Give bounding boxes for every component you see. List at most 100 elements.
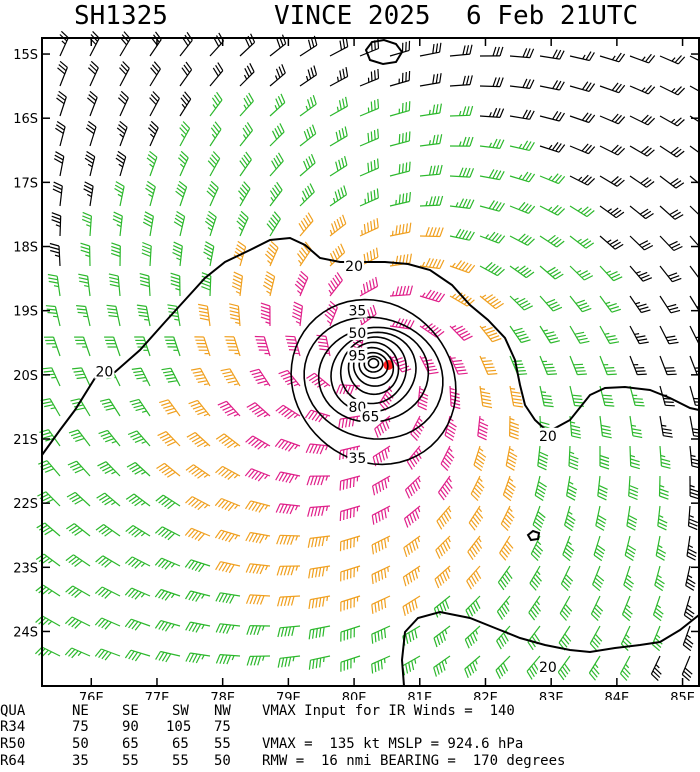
wind-barb-91: [146, 150, 158, 177]
wind-barb-121: [389, 192, 411, 207]
lat-tick-label-3: 18S: [13, 241, 38, 256]
wind-barb-275: [374, 415, 391, 438]
wind-barb-130: [659, 205, 684, 220]
wind-barb-122: [419, 195, 444, 207]
wind-barb-156: [111, 242, 121, 267]
plot-frame: [41, 37, 700, 687]
wind-barb-444: [155, 650, 181, 663]
wind-barb-26: [179, 61, 193, 87]
wind-barb-339: [307, 505, 331, 517]
r64-nw: 50: [214, 753, 231, 769]
wind-barb-254: [417, 385, 429, 411]
wind-barb-288: [98, 429, 121, 447]
wind-barb-201: [136, 304, 151, 327]
wind-barb-322: [470, 475, 485, 502]
wind-barb-331: [66, 491, 91, 507]
wind-barb-19: [629, 53, 656, 64]
vmax-input-note: VMAX Input for IR Winds = 140: [262, 703, 515, 719]
wind-barb-261: [629, 385, 645, 407]
wind-barb-458: [588, 655, 601, 681]
wind-barb-118: [299, 183, 315, 207]
wind-barb-452: [402, 655, 421, 676]
lon-tick-label-0: 76E: [79, 691, 104, 700]
wind-contour-9: [367, 357, 380, 369]
wind-barb-387: [434, 565, 451, 589]
wind-barb-327: [628, 475, 639, 501]
lat-tick-label-9: 24S: [13, 626, 38, 641]
wind-contour-7: [358, 351, 389, 379]
wind-barb-396: [35, 584, 61, 597]
wind-barb-295: [305, 443, 331, 455]
wind-barb-317: [306, 475, 331, 486]
wind-barb-95: [269, 152, 284, 177]
wind-barb-442: [94, 648, 121, 661]
storm-name-year: VINCE 2025: [274, 1, 431, 31]
wind-barb-29: [269, 64, 286, 87]
wind-barb-441: [64, 647, 91, 659]
wind-barb-413: [559, 595, 573, 621]
wind-barb-389: [497, 565, 513, 591]
r50-sw: 65: [172, 736, 189, 752]
wind-barb-238: [599, 355, 617, 376]
wind-barbs-layer: [34, 30, 700, 682]
wind-barb-24: [119, 61, 130, 87]
wind-barb-126: [539, 204, 566, 216]
r64-label: R64: [0, 753, 26, 769]
wind-barb-324: [534, 475, 547, 502]
wind-barb-189: [449, 292, 475, 307]
wind-barb-405: [308, 595, 331, 609]
wind-barb-102: [479, 169, 505, 181]
wind-barb-352: [36, 522, 61, 537]
wind-barb-147: [509, 233, 535, 246]
wind-barb-316: [275, 471, 301, 484]
wind-barb-218: [659, 325, 679, 345]
wind-barb-411: [496, 595, 511, 620]
wind-barb-381: [245, 563, 271, 575]
wind-barb-235: [509, 355, 528, 376]
wind-barb-40: [599, 82, 626, 94]
wind-barb-191: [509, 295, 533, 311]
wind-barb-398: [94, 586, 121, 599]
wind-barb-351: [687, 505, 699, 531]
wind-barb-188: [419, 289, 446, 303]
wind-barb-46: [117, 90, 129, 117]
contour-label-9: 35: [348, 451, 366, 467]
wind-barb-402: [215, 592, 241, 604]
wind-barb-15: [509, 48, 535, 59]
wind-barb-277: [444, 415, 457, 442]
wind-barb-41: [629, 85, 656, 95]
wind-barb-448: [277, 655, 301, 668]
wind-barb-386: [402, 565, 421, 587]
wind-barb-80: [479, 138, 505, 149]
wind-contour-0: [290, 298, 457, 466]
wind-barb-139: [266, 211, 281, 237]
wind-barb-353: [66, 523, 91, 537]
lon-tick-label-1: 77E: [145, 691, 170, 700]
wind-barb-440: [34, 646, 61, 658]
wind-barb-299: [440, 445, 455, 472]
wind-barb-446: [215, 654, 241, 665]
wind-barb-107: [629, 175, 655, 188]
wind-barb-16: [539, 49, 565, 60]
rmw-bearing-note: RMW = 16 nmi BEARING = 170 degrees: [262, 753, 566, 769]
wind-barb-183: [262, 271, 276, 297]
wind-barb-145: [449, 228, 475, 241]
wind-barb-196: [659, 295, 681, 314]
wind-contours-layer: [290, 298, 457, 466]
wind-barb-302: [537, 445, 549, 471]
wind-barb-104: [539, 173, 566, 185]
wind-barb-170: [539, 265, 564, 280]
coastline-segment-3: [526, 529, 541, 542]
wind-barb-76: [359, 128, 379, 147]
lat-tick-label-2: 17S: [13, 176, 38, 191]
lon-tick-label-9: 85E: [670, 691, 695, 700]
wind-barb-328: [658, 475, 669, 500]
wind-barb-119: [329, 185, 348, 207]
wind-barb-153: [689, 235, 700, 249]
r34-ne: 75: [72, 719, 89, 735]
wind-barb-61: [569, 112, 596, 124]
contour-label-8: 65: [362, 410, 380, 426]
r64-ne: 35: [72, 753, 89, 769]
wind-barb-94: [239, 151, 252, 177]
